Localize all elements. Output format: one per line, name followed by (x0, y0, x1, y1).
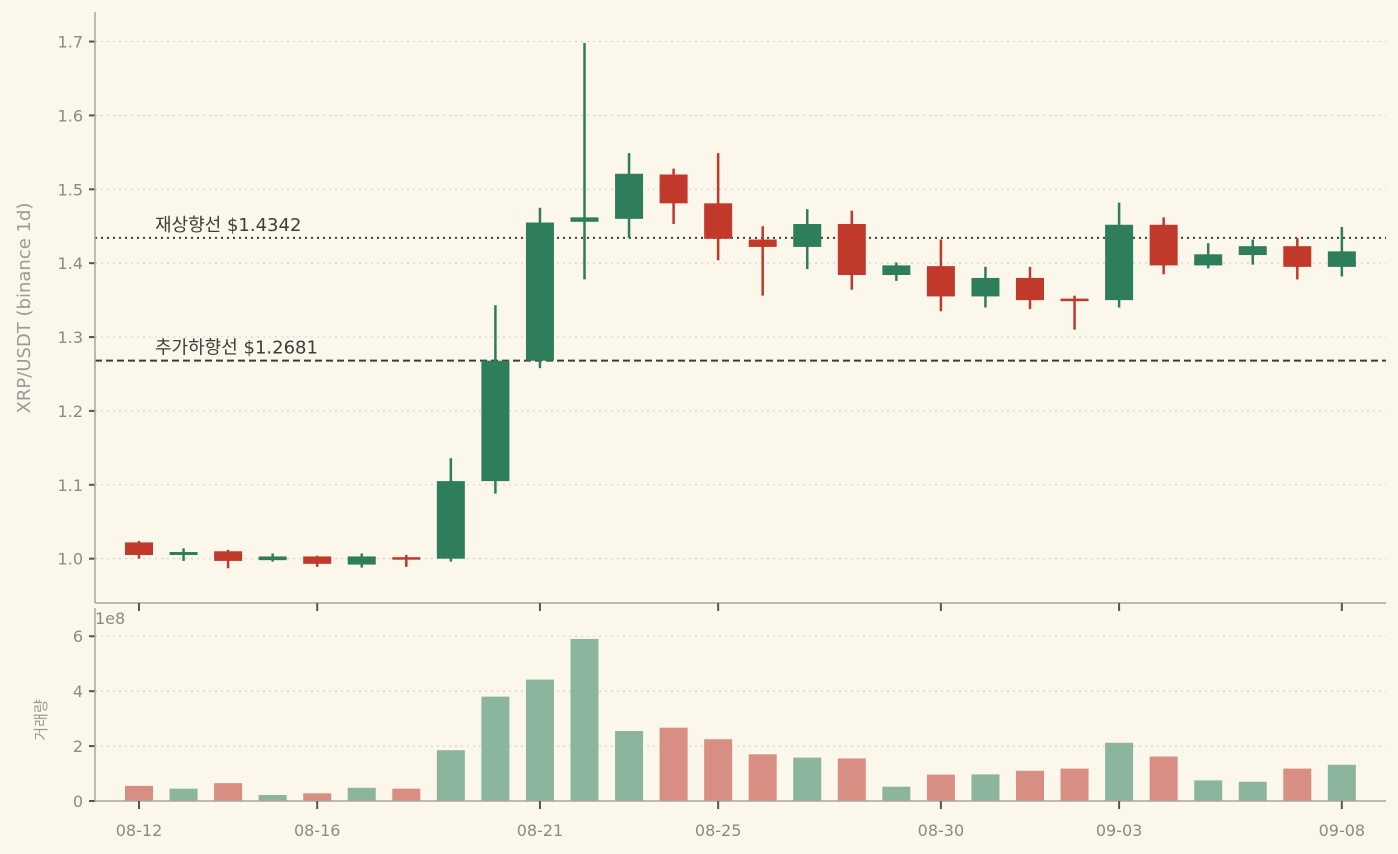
candle-body (882, 265, 911, 275)
candle-body (125, 542, 153, 555)
price-grid (95, 41, 1386, 560)
candle-body (1238, 246, 1267, 256)
price-y-tick-label: 1.5 (58, 180, 83, 199)
volume-bar (125, 785, 153, 801)
candle-body (1016, 277, 1044, 301)
candle-body (615, 173, 644, 219)
volume-panel (125, 638, 1356, 801)
volume-bar (347, 787, 376, 801)
volume-bar (615, 730, 644, 801)
candle-body (704, 203, 733, 239)
volume-bar (704, 739, 733, 801)
candle-body (258, 556, 287, 561)
x-tick-label: 09-08 (1319, 821, 1366, 840)
volume-y-axis-title: 거래량 (32, 699, 50, 741)
volume-bar (303, 793, 332, 801)
candle-body (525, 222, 554, 361)
reference-lines: 재상향선 $1.4342 추가하향선 $1.2681 (95, 215, 1386, 362)
volume-bar (436, 750, 465, 801)
volume-bar (481, 696, 510, 801)
volume-y-tick-label: 0 (73, 792, 83, 811)
candle-body (169, 552, 198, 555)
volume-bar (1238, 781, 1267, 801)
candle-body (971, 277, 1000, 297)
price-y-axis-title: XRP/USDT (binance 1d) (14, 203, 35, 414)
volume-bar (392, 788, 421, 801)
volume-bar (748, 754, 777, 801)
volume-bar (1283, 768, 1312, 801)
volume-bar (525, 679, 554, 801)
candles (125, 43, 1356, 569)
price-y-tick-label: 1.0 (58, 550, 83, 569)
candle-body (481, 360, 510, 482)
candle-body (436, 481, 465, 559)
candle-body (793, 224, 822, 247)
volume-bar (882, 786, 911, 801)
x-tick-label: 08-30 (918, 821, 965, 840)
candle-body (1327, 251, 1356, 267)
x-tick-label: 08-21 (517, 821, 564, 840)
reference-line-label: 재상향선 $1.4342 (155, 215, 301, 236)
candle-body (659, 174, 688, 204)
candle-body (303, 556, 332, 564)
volume-bar (258, 794, 287, 801)
candle-body (570, 217, 599, 222)
reference-line-label: 추가하향선 $1.2681 (155, 338, 318, 359)
volume-bar (971, 774, 1000, 801)
volume-grid (95, 635, 1386, 747)
volume-bar (1105, 742, 1134, 801)
candle-body (1283, 246, 1312, 267)
candle-body (392, 557, 421, 560)
volume-bar (214, 783, 243, 801)
candle-body (748, 239, 777, 247)
volume-y-tick-label: 4 (73, 682, 83, 701)
price-y-tick-label: 1.6 (58, 106, 83, 125)
x-tick-label: 08-25 (695, 821, 742, 840)
candle-body (347, 556, 376, 565)
candle-body (214, 551, 243, 561)
candle-body (1149, 224, 1178, 266)
price-y-tick-label: 1.4 (58, 254, 83, 273)
volume-bar (1149, 756, 1178, 801)
volume-bar (1060, 768, 1089, 801)
candle-body (1105, 224, 1134, 301)
volume-bars (125, 638, 1356, 801)
candle-body (837, 224, 866, 275)
axes: 1.0 1.1 1.2 1.3 1.4 1.5 1.6 1.7 0 2 4 6 08-12 08-16 08… (58, 12, 1386, 840)
candle-body (1194, 254, 1223, 266)
candle-body (1060, 298, 1089, 302)
volume-bar (1194, 780, 1223, 801)
volume-bar (1016, 770, 1044, 801)
price-y-tick-label: 1.7 (58, 33, 83, 52)
volume-bar (1327, 764, 1356, 801)
volume-bar (570, 638, 599, 801)
volume-bar (659, 727, 688, 801)
volume-bar (793, 757, 822, 801)
x-tick-label: 09-03 (1096, 821, 1143, 840)
price-y-tick-label: 1.2 (58, 402, 83, 421)
price-panel: 재상향선 $1.4342 추가하향선 $1.2681 (95, 43, 1386, 569)
volume-bar (169, 788, 198, 801)
volume-y-tick-label: 2 (73, 737, 83, 756)
volume-scale-label: 1e8 (95, 609, 125, 628)
volume-bar (837, 758, 866, 801)
price-y-tick-label: 1.1 (58, 476, 83, 495)
volume-y-tick-label: 6 (73, 627, 83, 646)
volume-bar (926, 774, 955, 801)
x-tick-label: 08-16 (294, 821, 341, 840)
x-tick-label: 08-12 (116, 821, 163, 840)
price-y-tick-label: 1.3 (58, 328, 83, 347)
candle-body (926, 266, 955, 297)
